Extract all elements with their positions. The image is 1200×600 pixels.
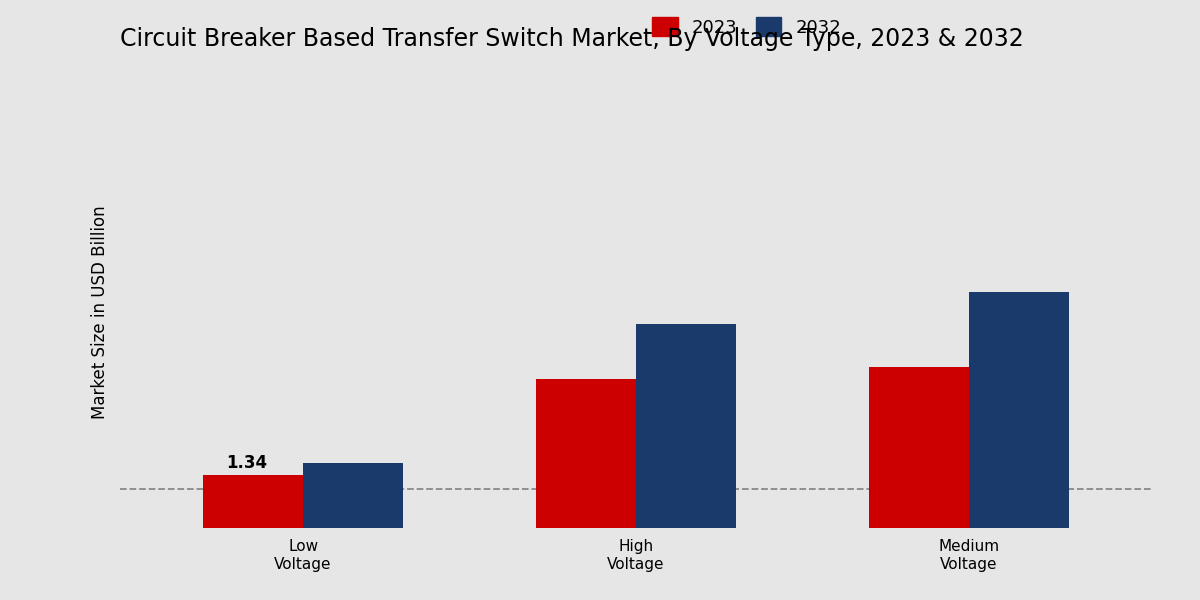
Bar [869, 367, 968, 528]
Bar [304, 463, 403, 528]
Text: 1.34: 1.34 [226, 454, 268, 472]
Legend: 2023, 2032: 2023, 2032 [646, 10, 848, 44]
Bar [968, 292, 1069, 528]
Bar [536, 379, 636, 528]
Text: Circuit Breaker Based Transfer Switch Market, By Voltage Type, 2023 & 2032: Circuit Breaker Based Transfer Switch Ma… [120, 27, 1024, 51]
Y-axis label: Market Size in USD Billion: Market Size in USD Billion [91, 205, 109, 419]
Bar [203, 475, 304, 528]
Bar [636, 324, 736, 528]
